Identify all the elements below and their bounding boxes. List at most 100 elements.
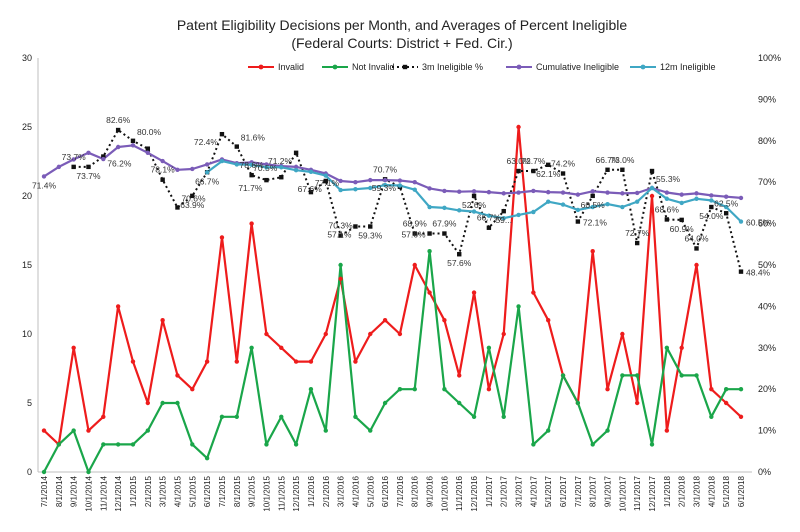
point-not-invalid [516, 304, 521, 309]
point-cumulative-ineligible [634, 190, 640, 196]
point-not-invalid [249, 345, 254, 350]
point-not-invalid [308, 387, 314, 392]
y-right-tick-label: 100% [758, 53, 781, 63]
y-right-tick-label: 90% [758, 94, 776, 104]
point-invalid [738, 414, 744, 419]
x-tick-label: 3/1/2017 [515, 475, 524, 507]
data-label: 66.7% [477, 213, 502, 223]
point-cumulative-ineligible [709, 193, 714, 198]
point-12m-ineligible [738, 219, 744, 224]
data-label: 72.1% [583, 218, 608, 228]
data-label: 67.6% [298, 184, 323, 194]
point-invalid [368, 331, 373, 337]
point-not-invalid [204, 456, 210, 461]
data-label: 62.1% [536, 169, 561, 179]
data-label: 82.6% [106, 115, 131, 125]
point-not-invalid [546, 428, 551, 433]
point-12m-ineligible [382, 182, 388, 188]
point-3m-ineligible [560, 171, 566, 176]
point-12m-ineligible [234, 162, 239, 167]
chart-title: Patent Eligibility Decisions per Month, … [177, 17, 628, 33]
point-3m-ineligible [234, 144, 239, 149]
y-left-tick-label: 25 [22, 122, 32, 132]
data-label: 76.2% [107, 159, 132, 169]
point-3m-ineligible [723, 211, 729, 216]
legend-label: 3m Ineligible % [422, 62, 483, 72]
data-label: 73.0% [610, 155, 635, 165]
data-label: 59.3% [372, 183, 397, 193]
data-label: 63.9% [180, 200, 205, 210]
point-cumulative-ineligible [486, 189, 492, 195]
point-invalid [308, 359, 314, 364]
point-3m-ineligible [634, 240, 640, 246]
legend-label: Cumulative Ineligible [536, 62, 619, 72]
point-3m-ineligible [293, 150, 299, 156]
data-label: 80.0% [137, 127, 162, 137]
point-cumulative-ineligible [723, 194, 729, 199]
point-invalid [264, 331, 269, 337]
data-label: 71.7% [238, 183, 263, 193]
x-tick-label: 5/1/2015 [188, 475, 197, 507]
data-label: 73.7% [62, 152, 87, 162]
point-3m-ineligible [709, 204, 714, 210]
point-3m-ineligible [605, 167, 610, 172]
y-right-tick-label: 60% [758, 219, 776, 229]
point-3m-ineligible [471, 193, 477, 199]
point-invalid [590, 249, 595, 254]
point-3m-ineligible [279, 175, 284, 180]
y-right-tick-label: 70% [758, 177, 776, 187]
point-invalid [353, 359, 358, 364]
point-cumulative-ineligible [293, 164, 299, 170]
y-left-tick-label: 20 [22, 191, 32, 201]
point-3m-ineligible [427, 231, 432, 236]
x-tick-label: 10/1/2017 [618, 475, 627, 511]
legend-swatch-marker [640, 64, 646, 70]
point-3m-ineligible [368, 224, 373, 229]
data-label: 59.3% [358, 230, 383, 240]
point-invalid [634, 400, 640, 406]
point-3m-ineligible [175, 205, 180, 210]
point-12m-ineligible [664, 196, 670, 201]
point-invalid [234, 359, 239, 364]
x-tick-label: 9/1/2017 [604, 475, 613, 507]
point-3m-ineligible [546, 162, 551, 168]
x-tick-label: 5/1/2017 [544, 475, 553, 507]
point-cumulative-ineligible [531, 188, 536, 194]
point-cumulative-ineligible [41, 174, 47, 179]
data-label: 72.7% [625, 228, 650, 238]
y-left-tick-label: 10 [22, 329, 32, 339]
point-invalid [531, 290, 536, 295]
point-3m-ineligible [516, 168, 521, 174]
point-not-invalid [130, 442, 136, 447]
point-invalid [605, 387, 610, 392]
point-not-invalid [293, 442, 299, 447]
point-3m-ineligible [115, 127, 121, 133]
point-3m-ineligible [219, 131, 225, 137]
point-invalid [160, 318, 165, 323]
point-invalid [679, 345, 684, 350]
point-invalid [649, 193, 655, 199]
legend-swatch-marker [332, 64, 338, 70]
point-12m-ineligible [575, 207, 581, 213]
point-3m-ineligible [649, 168, 655, 174]
point-cumulative-ineligible [175, 167, 180, 172]
point-not-invalid [412, 387, 417, 392]
point-invalid [694, 262, 699, 268]
point-3m-ineligible [738, 269, 744, 274]
point-12m-ineligible [546, 199, 551, 204]
point-cumulative-ineligible [442, 188, 447, 194]
point-invalid [190, 387, 195, 392]
x-tick-label: 6/1/2016 [381, 475, 390, 507]
y-left-tick-label: 0 [27, 467, 32, 477]
point-cumulative-ineligible [516, 190, 521, 195]
point-3m-ineligible [249, 172, 254, 178]
point-cumulative-ineligible [130, 143, 136, 148]
data-label: 71.4% [32, 180, 57, 190]
point-invalid [516, 124, 521, 130]
point-cumulative-ineligible [56, 164, 62, 170]
point-cumulative-ineligible [546, 189, 551, 195]
legend-swatch-marker [516, 64, 522, 70]
point-12m-ineligible [264, 165, 269, 170]
point-cumulative-ineligible [471, 189, 477, 194]
